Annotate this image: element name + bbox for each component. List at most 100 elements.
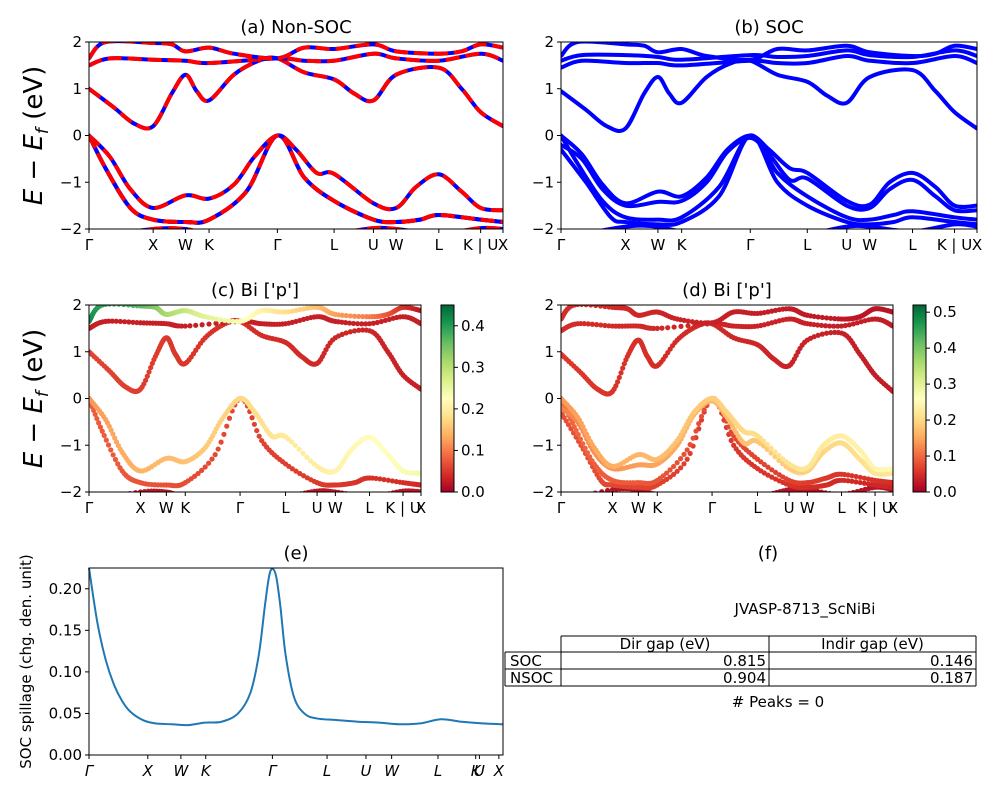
band-point xyxy=(575,432,581,438)
y-tick-label: −2 xyxy=(60,483,82,501)
band-point xyxy=(355,493,360,498)
x-tick-label: X xyxy=(135,499,145,517)
band-point xyxy=(94,415,100,422)
band-point xyxy=(296,446,302,452)
band-point xyxy=(831,323,837,329)
band-point xyxy=(117,318,123,325)
band-point xyxy=(684,456,690,462)
band-point xyxy=(205,497,210,502)
band-point xyxy=(381,476,387,483)
band-point xyxy=(861,480,867,486)
point-group xyxy=(561,305,893,504)
x-tick-label: W xyxy=(384,762,400,780)
y-tick-label: 0 xyxy=(544,390,554,408)
band-point xyxy=(193,495,198,500)
panel-title: (e) xyxy=(283,543,308,564)
band-point xyxy=(720,499,725,504)
x-tick-label: W xyxy=(651,236,666,254)
band-point xyxy=(602,305,608,310)
y-tick-label: 0 xyxy=(544,127,554,145)
band-point xyxy=(671,471,677,477)
band-point xyxy=(130,319,136,325)
y-tick-label: −1 xyxy=(532,173,554,191)
x-tick-label: U xyxy=(841,236,852,254)
colorbar-tick-label: 0.0 xyxy=(461,483,485,501)
band-point xyxy=(667,474,673,480)
band-line-red xyxy=(89,133,503,225)
x-tick-label: X xyxy=(620,236,630,254)
table-footer: # Peaks = 0 xyxy=(732,693,824,711)
y-tick-label: 2 xyxy=(544,296,554,314)
band-point xyxy=(274,495,279,500)
band-point xyxy=(578,305,585,308)
band-point xyxy=(691,497,696,502)
band-line xyxy=(561,54,977,70)
x-tick-label: X xyxy=(416,499,426,517)
band-point xyxy=(678,465,684,471)
band-point xyxy=(173,491,176,492)
x-tick-label: K | U xyxy=(385,499,420,517)
band-point xyxy=(853,479,859,485)
x-tick-label: X xyxy=(888,499,898,517)
band-point xyxy=(213,316,219,322)
band-point xyxy=(199,322,205,328)
band-point xyxy=(574,305,581,308)
band-point xyxy=(339,331,345,337)
band-point xyxy=(671,324,677,330)
band-point xyxy=(130,305,136,308)
band-point xyxy=(230,318,236,324)
band-point xyxy=(819,314,825,321)
table-header: Dir gap (eV) xyxy=(620,635,711,653)
band-point xyxy=(385,477,391,483)
band-point xyxy=(731,498,736,503)
band-point xyxy=(832,329,838,335)
band-point xyxy=(823,330,830,336)
band-point xyxy=(678,456,684,462)
axes-frame xyxy=(88,304,422,493)
band-point xyxy=(780,456,786,462)
x-tick-label: K | U xyxy=(857,499,892,517)
colorbar xyxy=(440,304,455,493)
band-point xyxy=(213,320,219,326)
band-point xyxy=(614,379,621,385)
band-point xyxy=(565,422,572,428)
x-tick-label: Γ xyxy=(273,236,282,254)
y-tick-label: 0 xyxy=(72,127,82,145)
band-group xyxy=(89,42,503,229)
band-point xyxy=(654,325,660,331)
x-tick-label: U xyxy=(784,499,795,517)
band-point xyxy=(142,377,149,383)
band-point xyxy=(366,321,373,327)
band-point xyxy=(890,470,893,476)
band-line xyxy=(561,57,977,133)
band-point xyxy=(116,305,122,307)
band-point xyxy=(698,413,705,420)
band-point xyxy=(849,473,855,479)
band-point xyxy=(849,478,855,484)
band-point xyxy=(308,458,314,464)
band-point xyxy=(110,452,116,458)
y-tick-label: 0 xyxy=(72,390,82,408)
band-point xyxy=(192,473,198,479)
x-tick-label: L xyxy=(365,499,374,517)
x-tick-label: K | U xyxy=(463,236,498,254)
band-point xyxy=(890,484,893,490)
band-point xyxy=(731,442,737,448)
band-point xyxy=(598,322,604,328)
x-tick-label: K xyxy=(677,236,688,254)
y-tick-label: 0.00 xyxy=(49,746,82,764)
band-point xyxy=(890,388,893,395)
band-point xyxy=(264,497,269,502)
band-point xyxy=(728,437,734,444)
y-tick-label: −1 xyxy=(60,173,82,191)
band-point xyxy=(702,320,708,326)
band-point xyxy=(219,498,224,503)
band-point xyxy=(580,441,586,447)
band-point xyxy=(297,470,303,477)
band-point xyxy=(818,322,825,329)
x-tick-label: L xyxy=(837,499,846,517)
y-tick-label: −2 xyxy=(60,220,82,238)
band-point xyxy=(674,468,680,474)
band-point xyxy=(769,467,775,473)
